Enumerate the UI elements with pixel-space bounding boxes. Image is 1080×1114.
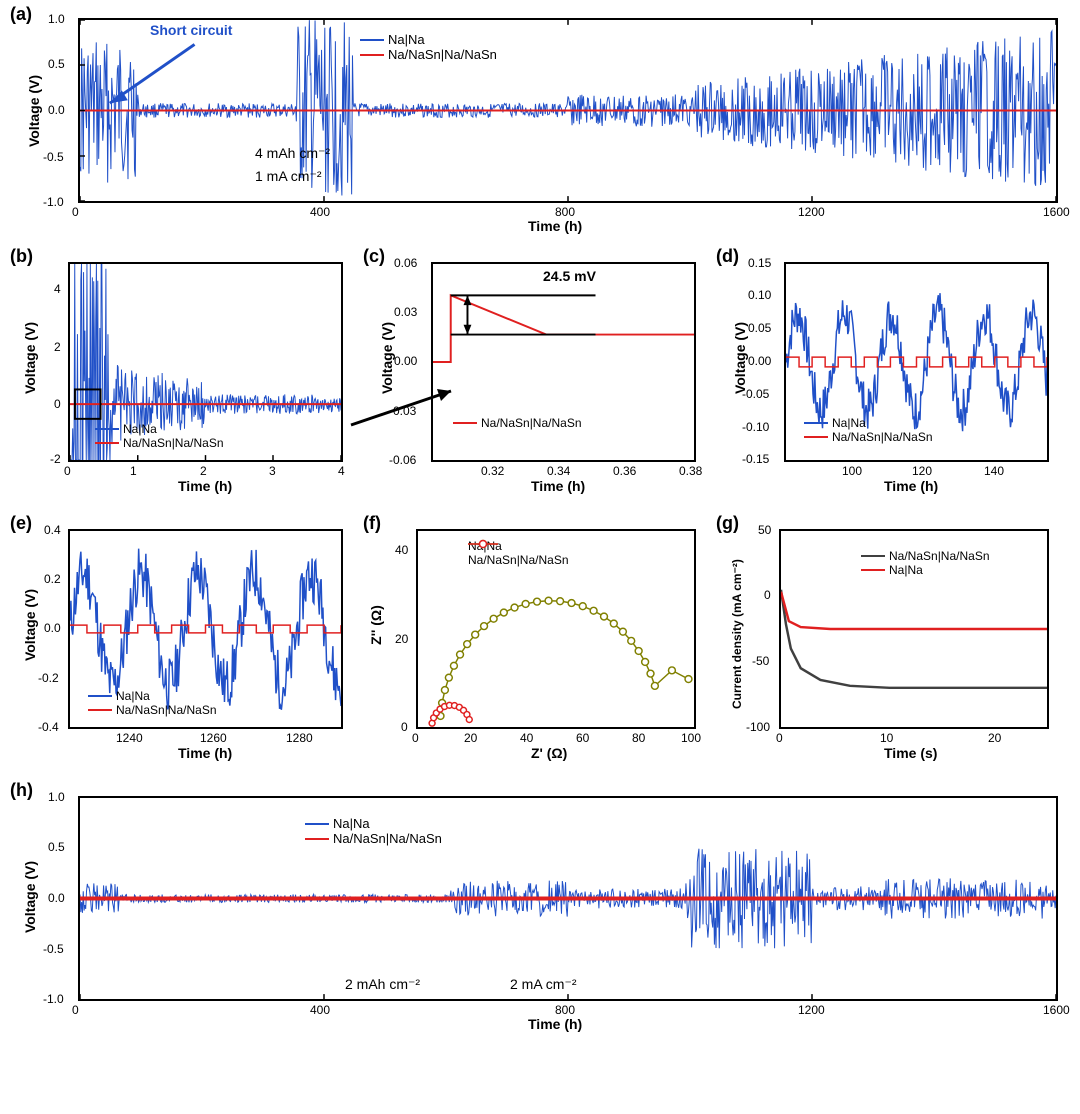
d-leg1: Na|Na [832,416,866,430]
e-leg2: Na/NaSn|Na/NaSn [116,703,217,717]
h-rate: 2 mA cm⁻² [510,976,577,993]
a-ylabel: Voltage (V) [26,75,42,147]
g-leg2: Na|Na [889,563,923,577]
b-label: (b) [10,246,33,267]
f-label: (f) [363,513,381,534]
panel-e: (e) Na|Na Na/NaSn|Na/NaSn Voltage (V) Ti… [8,517,353,772]
figure-container: (a) Na|Na Na/NaSn|Na/NaSn [0,0,1080,1064]
e-xlabel: Time (h) [178,745,232,761]
c-ylabel: Voltage (V) [379,322,395,394]
h-xlabel: Time (h) [528,1016,582,1032]
h-leg2: Na/NaSn|Na/NaSn [333,831,442,846]
a-leg1: Na|Na [388,32,425,47]
h-svg [80,798,1056,999]
b-xlabel: Time (h) [178,478,232,494]
g-xlabel: Time (s) [884,745,937,761]
a-short: Short circuit [150,22,232,38]
d-ylabel: Voltage (V) [732,322,748,394]
c-label: (c) [363,246,385,267]
f-ylabel: Z'' (Ω) [368,605,384,645]
a-leg2: Na/NaSn|Na/NaSn [388,47,497,62]
c-leg: Na/NaSn|Na/NaSn [481,416,582,430]
panel-h: (h) Na|Na Na/NaSn|Na/NaSn 2 mAh cm⁻² 2 m… [8,784,1068,1044]
h-cap: 2 mAh cm⁻² [345,976,420,993]
g-ylabel: Current density (mA cm⁻²) [730,539,744,709]
panel-b: (b) Na|Na Na/NaSn|Na/NaSn Voltage (V) Ti… [8,250,353,505]
panel-d: (d) Na|Na Na/NaSn|Na/NaSn Voltage (V) Ti… [714,250,1059,505]
d-xlabel: Time (h) [884,478,938,494]
g-leg1: Na/NaSn|Na/NaSn [889,549,990,563]
f-xlabel: Z' (Ω) [531,745,567,761]
b-ylabel: Voltage (V) [22,322,38,394]
a-xlabel: Time (h) [528,218,582,234]
c-xlabel: Time (h) [531,478,585,494]
panel-a: (a) Na|Na Na/NaSn|Na/NaSn [8,8,1068,238]
d-label: (d) [716,246,739,267]
a-cap: 4 mAh cm⁻² [255,145,330,162]
c-anno: 24.5 mV [543,268,596,284]
panel-c: (c) 24.5 mV Na/NaSn|Na/NaSn Voltage (V) … [361,250,706,505]
panel-a-label: (a) [10,4,32,25]
panel-f: (f) Na|Na Na/NaSn|Na/NaSn Z'' (Ω) Z' (Ω)… [361,517,706,772]
d-leg2: Na/NaSn|Na/NaSn [832,430,933,444]
e-label: (e) [10,513,32,534]
b-leg2: Na/NaSn|Na/NaSn [123,436,224,450]
panel-a-svg [80,20,1056,201]
e-leg1: Na|Na [116,689,150,703]
h-leg1: Na|Na [333,816,370,831]
c-svg [433,264,694,460]
e-ylabel: Voltage (V) [22,589,38,661]
h-ylabel: Voltage (V) [22,861,38,933]
b-leg1: Na|Na [123,422,157,436]
g-label: (g) [716,513,739,534]
a-rate: 1 mA cm⁻² [255,168,322,185]
panel-g: (g) Na/NaSn|Na/NaSn Na|Na Current densit… [714,517,1059,772]
h-label: (h) [10,780,33,801]
